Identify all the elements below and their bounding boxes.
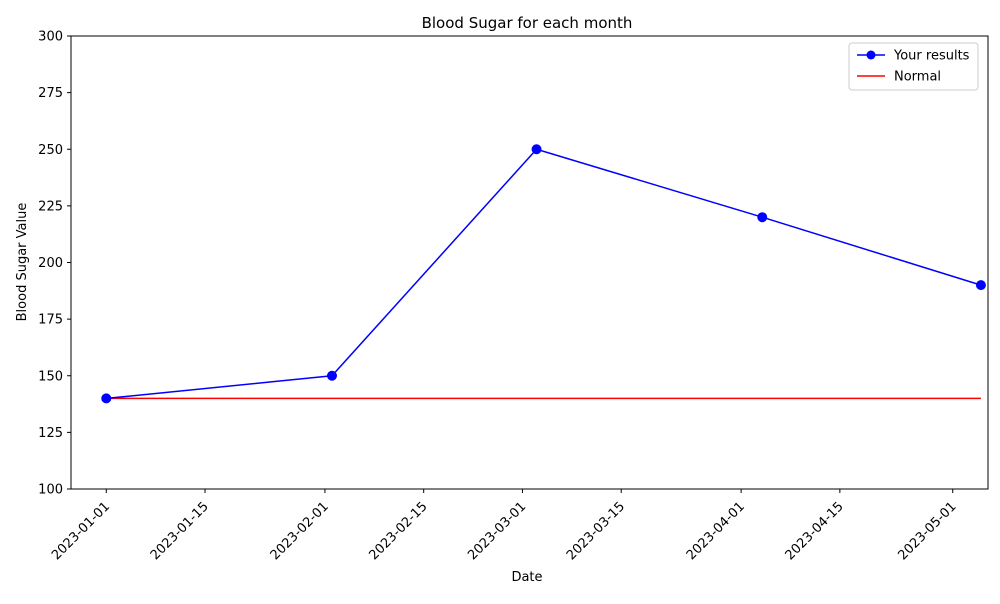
y-axis-label: Blood Sugar Value bbox=[15, 203, 30, 322]
plot-area: 100 125 150 175 200 225 250 275 300 2023-01-01 202… bbox=[38, 30, 989, 563]
data-point-your-results bbox=[975, 280, 986, 291]
data-point-your-results bbox=[101, 393, 112, 404]
legend-marker-your-results bbox=[866, 50, 876, 60]
x-tick-label: 2023-02-15 bbox=[366, 499, 430, 563]
y-tick-label: 175 bbox=[38, 313, 63, 328]
y-tick-label: 100 bbox=[38, 483, 63, 498]
legend: Your results Normal bbox=[848, 42, 979, 91]
x-tick-label: 2023-02-01 bbox=[268, 499, 332, 563]
series-line-your-results bbox=[106, 148, 982, 400]
data-point-your-results bbox=[531, 144, 542, 155]
x-tick-label: 2023-04-15 bbox=[783, 499, 847, 563]
y-tick-label: 125 bbox=[38, 426, 63, 441]
axes-frame bbox=[70, 35, 989, 490]
x-tick-label: 2023-01-01 bbox=[49, 499, 113, 563]
y-tick-label: 300 bbox=[38, 30, 63, 45]
x-tick-label: 2023-03-01 bbox=[465, 499, 529, 563]
x-tick-label: 2023-03-15 bbox=[564, 499, 628, 563]
legend-label-normal: Normal bbox=[894, 70, 941, 85]
y-tick-label: 225 bbox=[38, 199, 63, 214]
x-axis-label: Date bbox=[511, 570, 542, 585]
y-tick-label: 250 bbox=[38, 143, 63, 158]
y-tick-label: 200 bbox=[38, 256, 63, 271]
y-tick-label: 275 bbox=[38, 86, 63, 101]
legend-label-your-results: Your results bbox=[893, 49, 970, 64]
x-tick-label: 2023-04-01 bbox=[684, 499, 748, 563]
chart-title: Blood Sugar for each month bbox=[422, 14, 633, 32]
data-point-your-results bbox=[326, 370, 337, 381]
y-tick-label: 150 bbox=[38, 369, 63, 384]
x-tick-label: 2023-01-15 bbox=[148, 499, 212, 563]
x-tick-label: 2023-05-01 bbox=[896, 499, 960, 563]
data-point-your-results bbox=[757, 212, 768, 223]
